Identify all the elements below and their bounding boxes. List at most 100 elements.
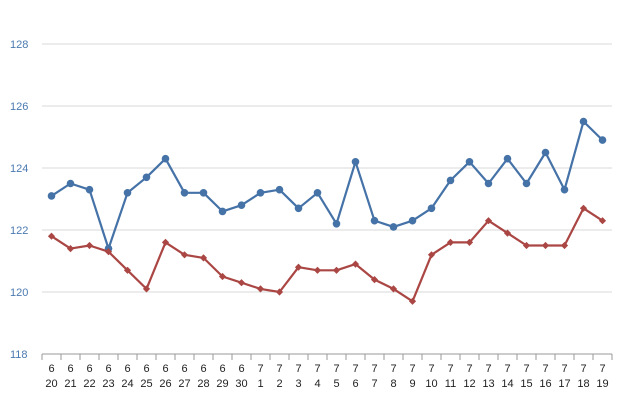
y-tick-label: 118 <box>10 349 28 361</box>
series-2-point <box>389 285 398 293</box>
x-tick-day: 3 <box>295 378 301 390</box>
series-2-point <box>351 260 360 268</box>
x-tick-month: 6 <box>238 363 244 375</box>
x-tick-month: 7 <box>333 363 339 375</box>
x-tick-day: 9 <box>409 378 415 390</box>
series-2-point <box>427 251 436 259</box>
x-tick-day: 10 <box>425 378 437 390</box>
x-tick-day: 22 <box>83 378 95 390</box>
series-1-point <box>123 189 132 197</box>
series-2-point <box>370 276 379 284</box>
x-tick-month: 6 <box>124 363 130 375</box>
series-2-point <box>465 238 474 246</box>
x-tick-month: 7 <box>390 363 396 375</box>
x-tick-month: 7 <box>371 363 377 375</box>
x-tick-day: 24 <box>121 378 133 390</box>
series-1-point <box>427 204 436 213</box>
series-2-point <box>85 241 94 250</box>
x-tick-day: 28 <box>197 378 209 390</box>
x-tick-month: 6 <box>48 363 54 375</box>
x-tick-day: 2 <box>276 378 282 390</box>
x-tick-day: 4 <box>314 378 320 390</box>
series-1-point <box>503 154 512 163</box>
series-2-point <box>579 204 588 212</box>
series-1-point <box>294 204 303 213</box>
x-tick-month: 6 <box>181 363 187 375</box>
x-tick-day: 30 <box>235 378 247 390</box>
series-1-point <box>313 189 322 197</box>
x-tick-month: 6 <box>200 363 206 375</box>
series-2-point <box>142 285 151 293</box>
series-2-point <box>332 266 341 274</box>
x-tick-day: 21 <box>64 378 76 390</box>
x-tick-day: 25 <box>140 378 152 390</box>
x-tick-month: 7 <box>295 363 301 375</box>
series-2-point <box>522 241 531 250</box>
x-tick-month: 7 <box>542 363 548 375</box>
x-tick-month: 7 <box>428 363 434 375</box>
x-tick-month: 6 <box>105 363 111 375</box>
series-1-point <box>484 179 493 188</box>
x-tick-day: 1 <box>257 378 263 390</box>
x-tick-day: 8 <box>390 378 396 390</box>
series-2-point <box>256 285 265 293</box>
x-tick-day: 12 <box>463 378 475 390</box>
x-tick-month: 6 <box>162 363 168 375</box>
series-layer <box>47 117 607 305</box>
x-tick-month: 7 <box>257 363 263 375</box>
series-1-point <box>66 179 75 188</box>
x-tick-month: 7 <box>599 363 605 375</box>
y-tick-label: 122 <box>10 225 28 237</box>
y-axis: 118 120 122 124 126 128 <box>10 39 28 361</box>
series-2-point <box>503 229 512 237</box>
series-2-point <box>66 245 75 253</box>
series-2-point <box>47 232 56 240</box>
series-1-point <box>47 192 56 200</box>
series-1-point <box>256 189 265 197</box>
series-2-point <box>484 217 493 225</box>
series-1-point <box>579 117 588 126</box>
series-2-line <box>50 207 604 303</box>
x-tick-day: 27 <box>178 378 190 390</box>
x-tick-month: 7 <box>276 363 282 375</box>
x-tick-month: 6 <box>143 363 149 375</box>
x-tick-day: 26 <box>159 378 171 390</box>
series-2-point <box>199 254 208 262</box>
series-1-point <box>85 185 94 194</box>
series-1-point <box>522 179 531 188</box>
x-tick-day: 18 <box>577 378 589 390</box>
series-1-point <box>541 148 550 157</box>
x-tick-month: 7 <box>314 363 320 375</box>
series-1-point <box>142 173 151 182</box>
x-tick-month: 7 <box>485 363 491 375</box>
series-1-point <box>237 201 246 209</box>
series-1-point <box>408 216 417 225</box>
x-tick-day: 15 <box>520 378 532 390</box>
y-tick-label: 124 <box>10 163 28 175</box>
series-1-point <box>351 158 360 166</box>
series-1-point <box>199 189 208 197</box>
series-1-point <box>161 154 170 163</box>
x-tick-month: 7 <box>447 363 453 375</box>
series-1-point <box>446 176 455 185</box>
x-tick-month: 7 <box>466 363 472 375</box>
series-1-point <box>218 207 227 216</box>
x-tick-month: 7 <box>504 363 510 375</box>
x-tick-day: 5 <box>333 378 339 390</box>
series-2-point <box>598 217 607 225</box>
series-1-point <box>370 216 379 225</box>
series-2-point <box>275 288 284 296</box>
x-tick-day: 17 <box>558 378 570 390</box>
x-tick-month: 6 <box>67 363 73 375</box>
grid-lines <box>42 43 612 293</box>
x-tick-day: 23 <box>102 378 114 390</box>
x-tick-day: 29 <box>216 378 228 390</box>
x-tick-day: 16 <box>539 378 551 390</box>
series-2-point <box>541 241 550 250</box>
series-2 <box>47 204 607 305</box>
x-tick-month: 7 <box>561 363 567 375</box>
series-1-point <box>465 158 474 166</box>
x-tick-day: 13 <box>482 378 494 390</box>
y-tick-label: 120 <box>10 287 28 299</box>
x-tick-month: 6 <box>86 363 92 375</box>
